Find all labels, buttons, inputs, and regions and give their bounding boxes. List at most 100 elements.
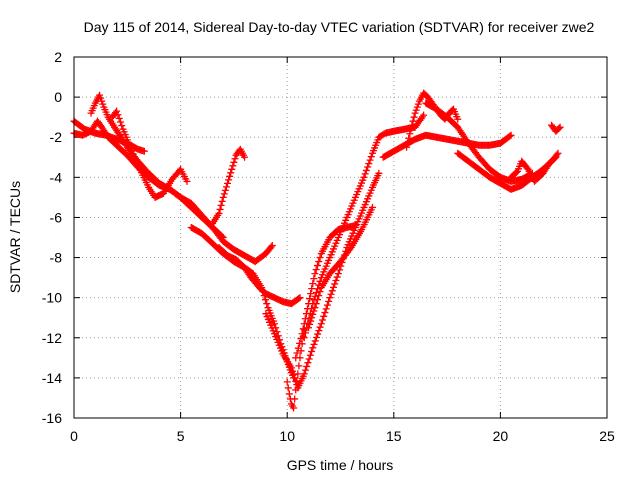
data-point: [296, 339, 304, 347]
series-arc-4: [108, 107, 191, 201]
data-point: [292, 386, 300, 394]
data-point: [411, 109, 419, 117]
data-point: [412, 106, 420, 114]
data-point: [405, 134, 413, 142]
data-point: [97, 94, 105, 102]
series-arc-8: [262, 169, 383, 392]
data-point: [321, 309, 329, 317]
data-point: [312, 266, 320, 274]
data-point: [311, 304, 319, 312]
data-point: [307, 317, 315, 325]
data-point: [311, 270, 319, 278]
data-point: [454, 115, 462, 123]
data-point: [225, 176, 233, 184]
data-point: [360, 173, 368, 181]
data-point: [183, 177, 191, 185]
data-point: [366, 156, 374, 164]
data-point: [224, 179, 232, 187]
data-point: [552, 153, 560, 161]
data-point: [259, 288, 267, 296]
y-tick-label: -8: [50, 250, 63, 266]
y-tick-label: -16: [42, 410, 62, 426]
y-axis-label: SDTVAR / TECUs: [7, 181, 23, 293]
data-point: [365, 160, 373, 168]
data-point: [551, 154, 559, 162]
data-point: [361, 170, 369, 178]
data-point: [301, 366, 309, 374]
data-point: [403, 143, 411, 151]
data-point: [306, 295, 314, 303]
data-point: [228, 165, 236, 173]
series-arc-15: [422, 99, 536, 185]
data-point: [298, 330, 306, 338]
data-point: [304, 359, 312, 367]
data-point: [312, 333, 320, 341]
series-arc-12: [305, 203, 376, 332]
data-point: [414, 100, 422, 108]
y-tick-label: 0: [54, 89, 62, 105]
data-point: [310, 307, 318, 315]
data-point: [556, 123, 564, 131]
data-point: [115, 114, 123, 122]
data-point: [404, 139, 412, 147]
data-point: [308, 285, 316, 293]
data-point: [315, 327, 323, 335]
data-point: [413, 103, 421, 111]
data-point: [313, 296, 321, 304]
data-point: [326, 294, 334, 302]
data-point: [315, 292, 323, 300]
data-point: [287, 364, 295, 372]
data-point: [292, 354, 300, 362]
data-point: [140, 147, 148, 155]
data-point: [300, 370, 308, 378]
data-point: [291, 374, 299, 382]
data-point: [323, 301, 331, 309]
series-arc-10: [292, 221, 359, 362]
data-point: [368, 203, 376, 211]
data-point: [310, 340, 318, 348]
data-point: [408, 121, 416, 129]
x-tick-label: 0: [70, 428, 78, 444]
data-point: [303, 362, 311, 370]
data-point: [329, 283, 337, 291]
data-point: [299, 325, 307, 333]
data-point: [309, 280, 317, 288]
data-point: [113, 107, 121, 115]
data-points: [70, 89, 564, 412]
data-point: [116, 132, 124, 140]
data-point: [293, 378, 301, 386]
y-tick-label: -4: [50, 169, 63, 185]
x-axis-label: GPS time / hours: [287, 457, 394, 473]
y-tick-label: 2: [54, 49, 62, 65]
data-point: [218, 197, 226, 205]
data-point: [290, 371, 298, 379]
data-point: [506, 132, 514, 140]
data-point: [294, 370, 302, 378]
data-point: [263, 300, 271, 308]
data-point: [409, 117, 417, 125]
data-point: [308, 348, 316, 356]
data-point: [114, 111, 122, 119]
data-point: [116, 118, 124, 126]
series-arc-13: [379, 131, 515, 161]
data-point: [336, 266, 344, 274]
data-point: [328, 287, 336, 295]
data-point: [316, 288, 324, 296]
data-point: [215, 209, 223, 217]
data-point: [316, 254, 324, 262]
data-point: [309, 344, 317, 352]
data-point: [283, 378, 291, 386]
data-point: [219, 193, 227, 201]
data-point: [305, 324, 313, 332]
data-point: [217, 201, 225, 209]
data-point: [290, 404, 298, 412]
data-point: [320, 312, 328, 320]
series-arc-6: [209, 145, 249, 227]
data-point: [314, 330, 322, 338]
data-point: [316, 323, 324, 331]
data-point: [331, 280, 339, 288]
data-point: [362, 166, 370, 174]
data-point: [220, 190, 228, 198]
series-arc-18: [548, 121, 564, 135]
